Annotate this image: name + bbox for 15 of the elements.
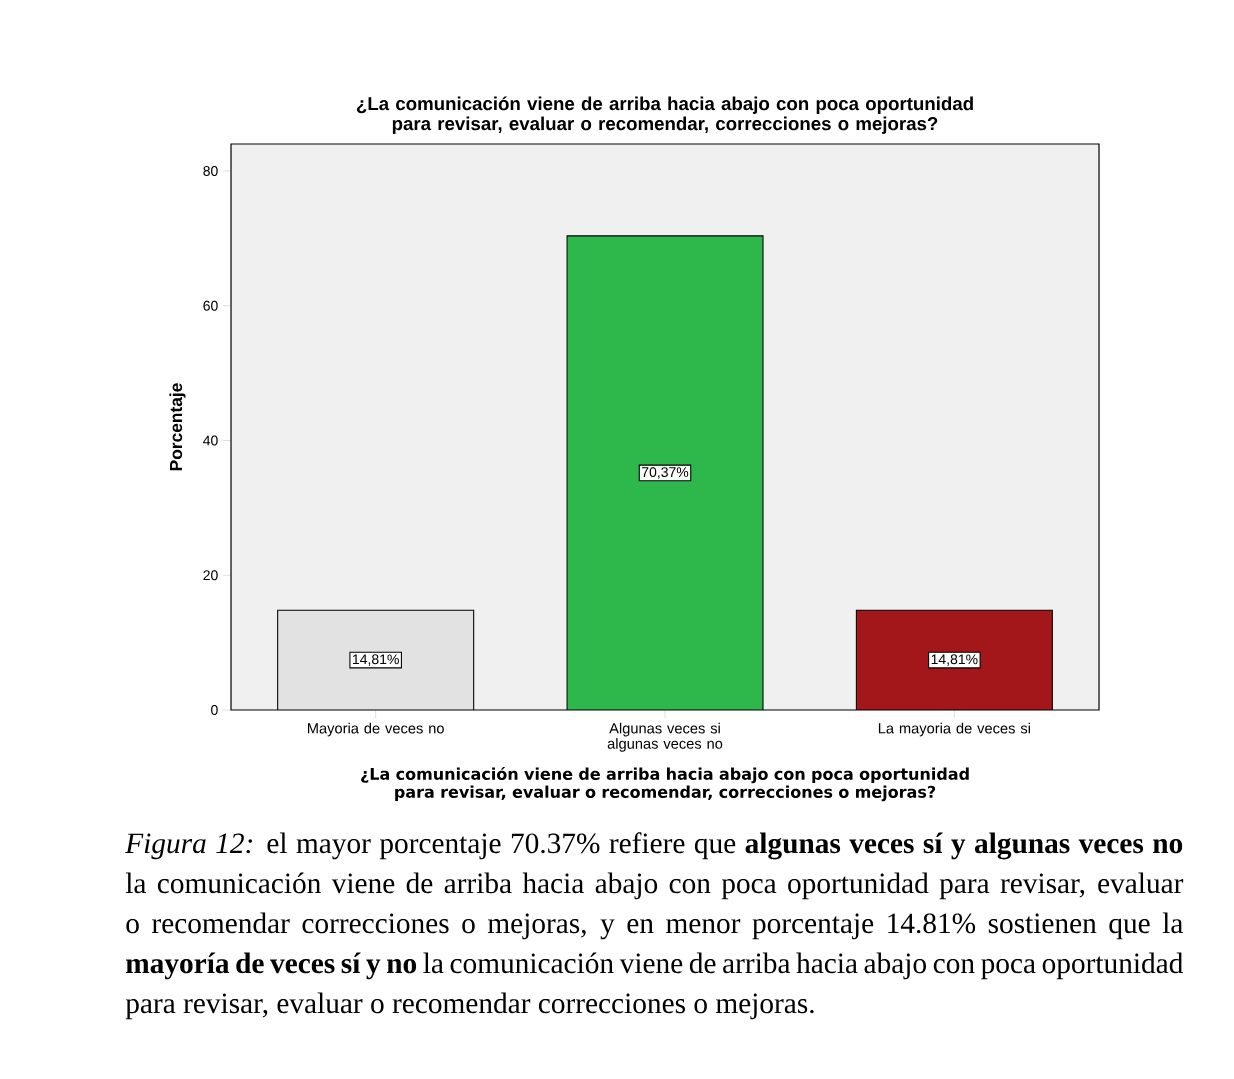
chart-title: ¿La comunicación viene de arriba hacia abajo con poca oportunidad para revisar, evaluar o recomendar, correcciones o mejoras? bbox=[356, 96, 973, 134]
x-tick-label: Algunas veces si algunas veces no bbox=[607, 722, 723, 752]
data-label: 14,81% bbox=[931, 654, 978, 666]
x-tick-label: La mayoria de veces si bbox=[878, 722, 1030, 737]
data-label: 14,81% bbox=[353, 654, 399, 666]
x-tick-label: Mayoria de veces no bbox=[308, 722, 444, 737]
y-tick-label: 40 bbox=[203, 435, 218, 446]
data-label: 70,37% bbox=[641, 467, 689, 479]
y-tick-label: 80 bbox=[203, 166, 218, 176]
y-tick-label: 20 bbox=[203, 570, 218, 581]
x-axis-title: ¿La comunicación viene de arriba hacia abajo con poca oportunidad para revisar, evaluar o recomendar, correcciones o mejoras? bbox=[361, 766, 969, 802]
y-tick-label: 0 bbox=[211, 705, 218, 715]
text: Figura 12: el mayor porcentaje 70.37% refiere que algunas veces sí y algunas veces no la comunicación viene de arriba hacia abajo con poca oportunidad para revisar, evaluar o recomendar correcciones o mejoras, y en menor porcentaje 14.81% sostienen que la mayoría de veces sí y no la comunicación viene de arriba hacia abajo con poca oportunidad para revisar, evaluar o recomendar correcciones o mejoras. bbox=[125, 832, 1184, 1020]
y-tick-label: 60 bbox=[203, 300, 218, 311]
y-axis-title: Porcentaje bbox=[169, 383, 186, 471]
